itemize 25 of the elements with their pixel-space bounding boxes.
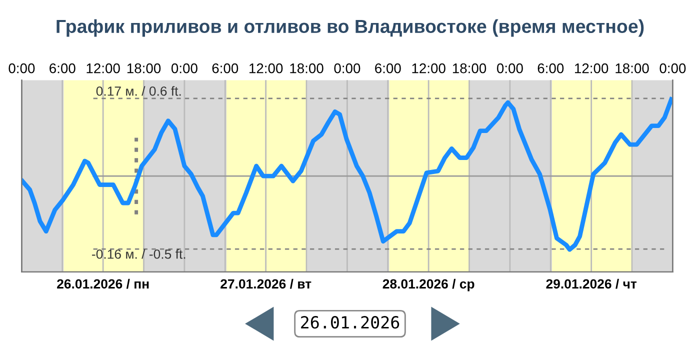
x2-tick-label: 0:00 bbox=[171, 63, 198, 74]
chart-title: График приливов и отливов во Владивостоке (время местное) bbox=[56, 19, 644, 37]
x2-tick-label: 0:00 bbox=[660, 63, 686, 74]
x2-tick-label: 6:00 bbox=[538, 63, 564, 74]
ref-line-label: -0.16 м. / -0.5 ft. bbox=[92, 249, 186, 259]
x2-tick-label: 6:00 bbox=[212, 63, 238, 74]
x2-tick-label: 6:00 bbox=[375, 63, 401, 74]
x2-tick-label: 18:00 bbox=[616, 63, 649, 74]
x2-tick-label: 12:00 bbox=[250, 63, 283, 74]
text: 26.01.2026 bbox=[301, 316, 400, 329]
x2-tick-label: 0:00 bbox=[496, 63, 523, 74]
x2-tick-label: 0:00 bbox=[8, 63, 35, 74]
x2-tick-label: 0:00 bbox=[334, 63, 360, 74]
x2-tick-label: 12:00 bbox=[575, 63, 608, 74]
x2-tick-label: 18:00 bbox=[290, 63, 324, 74]
x2-tick-label: 18:00 bbox=[452, 63, 486, 74]
x-tick-label: 27.01.2026 / вт bbox=[220, 278, 312, 289]
x2-tick-label: 12:00 bbox=[86, 63, 120, 74]
x2-tick-label: 18:00 bbox=[127, 63, 161, 74]
x-tick-label: 26.01.2026 / пн bbox=[57, 278, 149, 289]
x-tick-label: 29.01.2026 / чт bbox=[546, 278, 637, 289]
x2-tick-label: 6:00 bbox=[50, 63, 76, 74]
ref-line-label: 0.17 м. / 0.6 ft. bbox=[96, 86, 181, 96]
x-tick-label: 28.01.2026 / ср bbox=[382, 278, 474, 292]
x2-tick-label: 12:00 bbox=[412, 63, 446, 74]
